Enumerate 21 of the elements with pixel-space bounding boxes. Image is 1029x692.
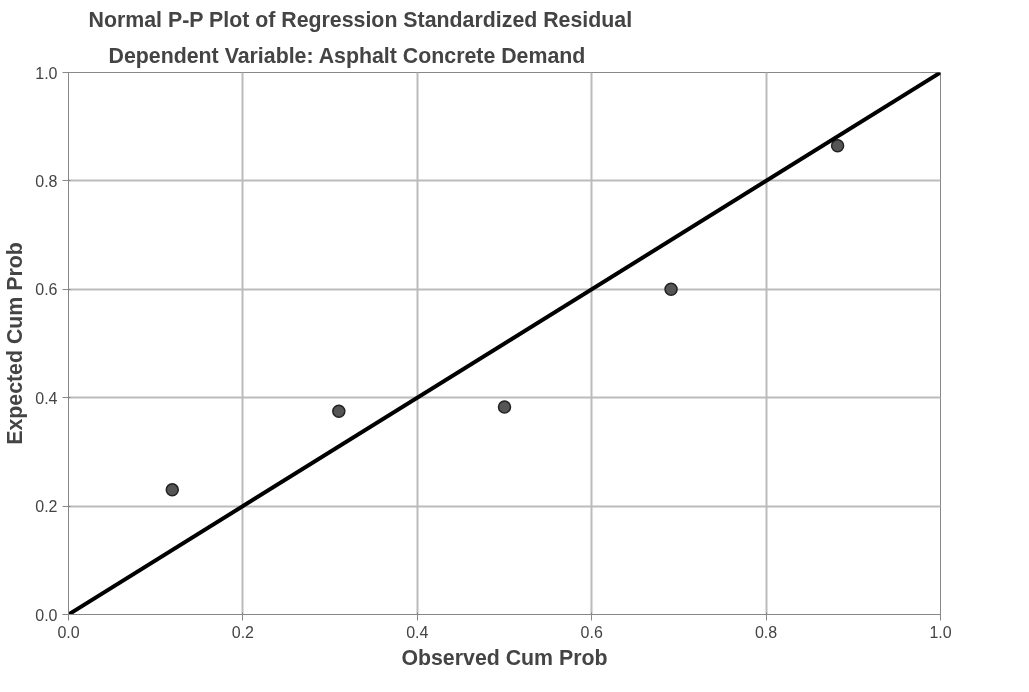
x-tick-label: 0.0 bbox=[57, 623, 80, 641]
x-tick-label: 0.2 bbox=[231, 623, 255, 641]
x-tick-label: 0.8 bbox=[754, 623, 778, 641]
y-tick-label: 0.8 bbox=[35, 172, 58, 190]
point bbox=[497, 400, 512, 414]
chart-title: Normal P-P Plot of Regression Standardized Residual bbox=[88, 7, 633, 32]
y-axis-title: Expected Cum Prob bbox=[3, 242, 28, 445]
y-tick-label: 0.4 bbox=[35, 389, 58, 407]
point bbox=[830, 138, 845, 153]
point bbox=[664, 282, 678, 297]
y-tick-label: 1.0 bbox=[35, 64, 58, 82]
x-tick-label: 0.6 bbox=[580, 623, 603, 641]
x-axis-title: Observed Cum Prob bbox=[401, 645, 608, 670]
y-tick-label: 0.6 bbox=[35, 281, 58, 299]
point bbox=[332, 404, 346, 418]
x-tick-label: 0.4 bbox=[406, 623, 429, 641]
chart-subtitle: Dependent Variable: Asphalt Concrete Demand bbox=[108, 43, 586, 68]
point bbox=[165, 483, 180, 497]
y-tick-label: 0.2 bbox=[35, 498, 58, 516]
y-tick-label: 0.0 bbox=[35, 606, 58, 624]
x-tick-label: 1.0 bbox=[929, 623, 952, 641]
